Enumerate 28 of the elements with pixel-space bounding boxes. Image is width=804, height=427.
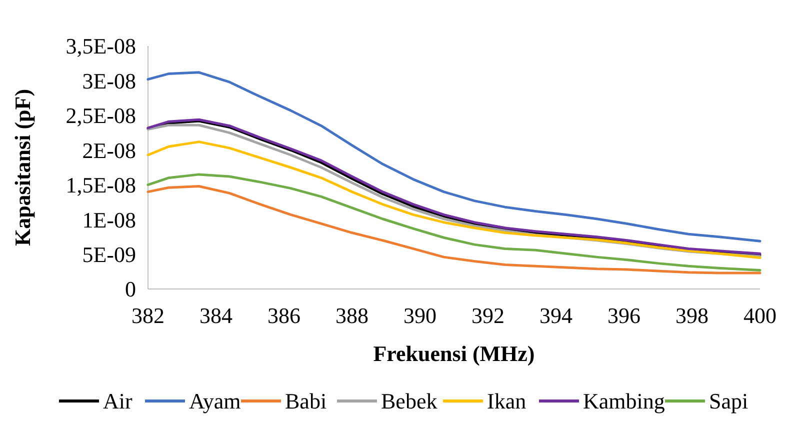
x-tick-label: 384 xyxy=(200,303,232,328)
x-tick-label: 392 xyxy=(472,303,504,328)
legend-label: Sapi xyxy=(709,388,748,414)
legend-label: Ikan xyxy=(487,388,526,414)
x-tick-label: 394 xyxy=(540,303,572,328)
y-axis-title: Kapasitansi (pF) xyxy=(10,88,35,246)
y-tick-label: 1,5E-08 xyxy=(66,172,136,198)
y-tick-label: 5E-09 xyxy=(82,242,136,267)
x-tick-label: 382 xyxy=(132,303,164,328)
legend-label: Kambing xyxy=(583,388,665,414)
x-tick-label: 386 xyxy=(268,303,300,328)
legend-label: Air xyxy=(103,388,133,414)
x-axis-title: Frekuensi (MHz) xyxy=(373,341,535,366)
legend-label: Babi xyxy=(285,388,327,414)
y-tick-label: 1E-08 xyxy=(82,207,136,232)
x-tick-label: 396 xyxy=(608,303,640,328)
x-tick-label: 398 xyxy=(676,303,708,328)
y-tick-label: 3E-08 xyxy=(82,68,136,94)
x-tick-label: 388 xyxy=(336,303,368,328)
x-tick-label: 400 xyxy=(744,303,776,328)
y-tick-label: 2,5E-08 xyxy=(66,103,136,128)
y-tick-label: 2E-08 xyxy=(82,138,136,163)
y-tick-label: 3,5E-08 xyxy=(66,34,136,59)
x-tick-label: 390 xyxy=(404,303,436,328)
legend-label: Bebek xyxy=(381,388,438,414)
line-series xyxy=(146,71,762,242)
y-tick-label: 0 xyxy=(125,276,136,302)
legend-label: Ayam xyxy=(189,388,241,414)
